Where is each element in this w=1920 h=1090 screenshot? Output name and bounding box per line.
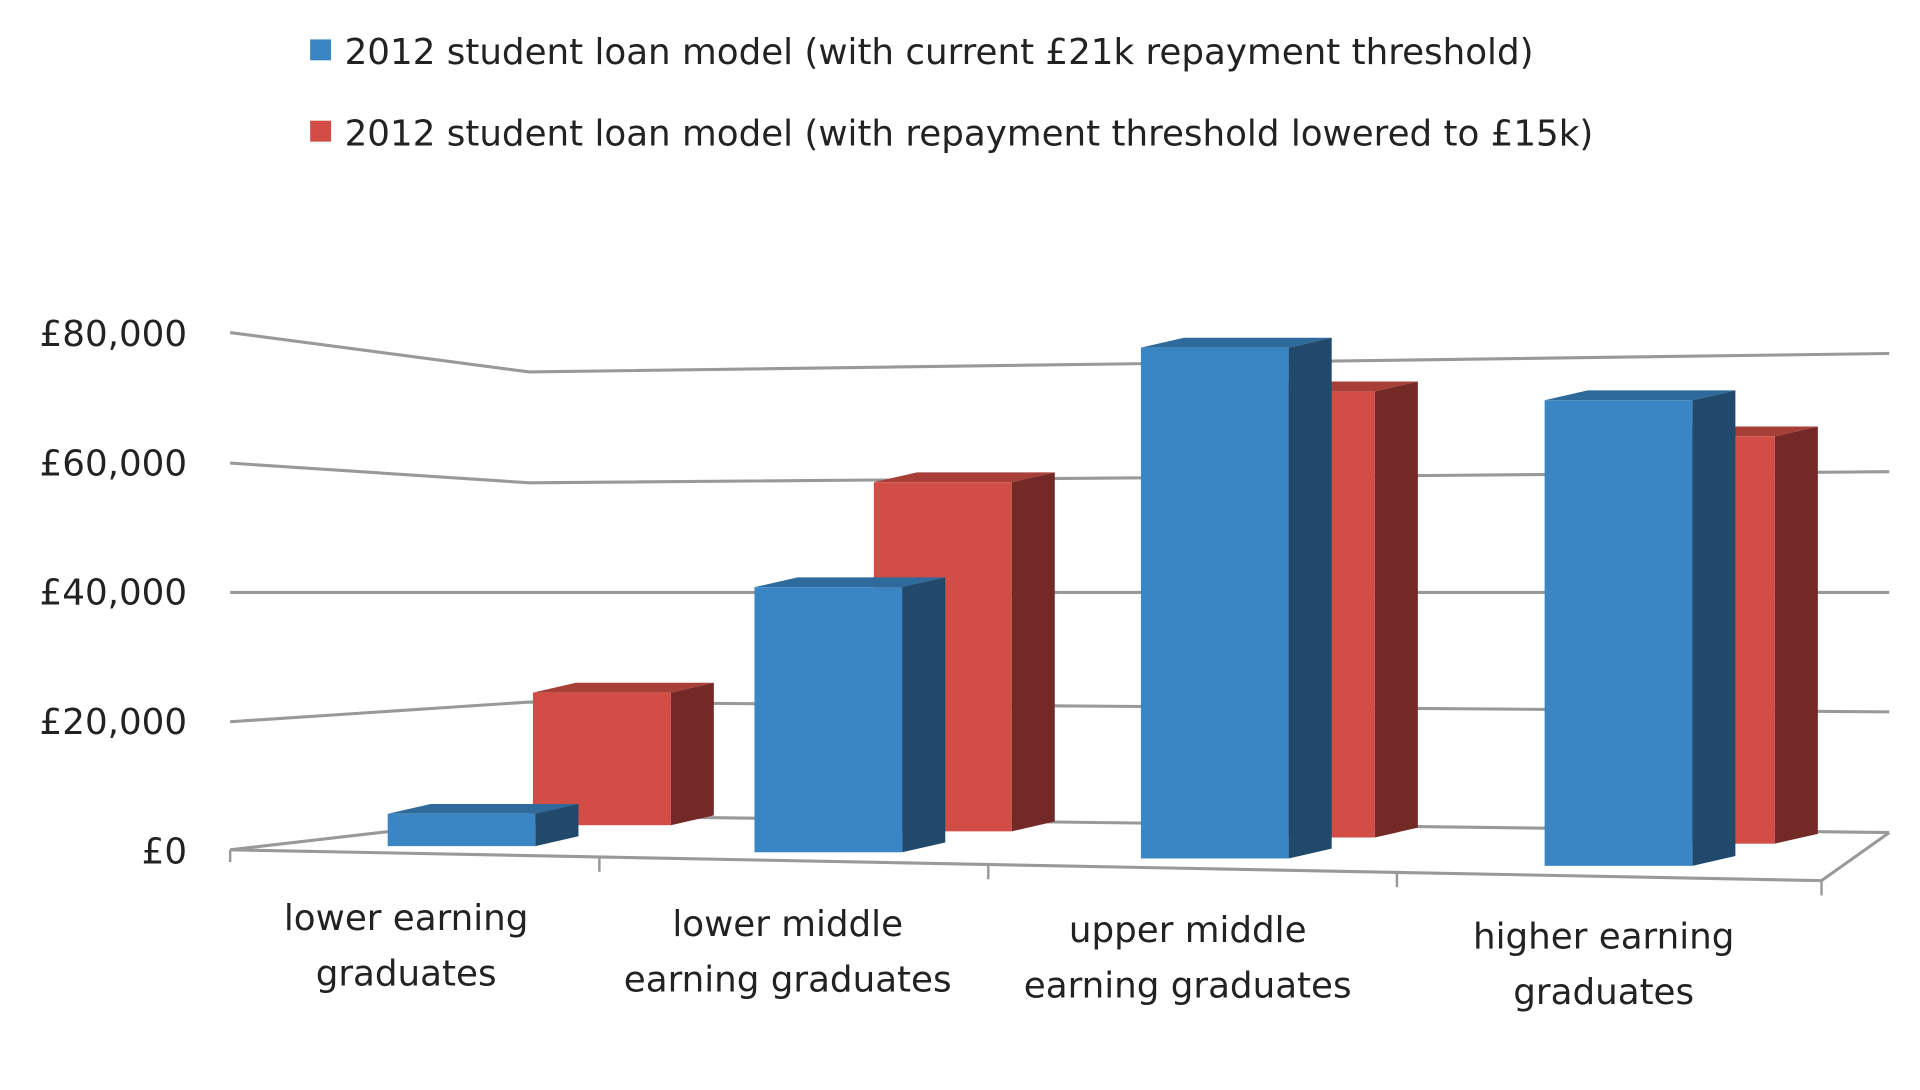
bar-blue-top [1140, 337, 1332, 348]
y-axis-labels: £0 £20,000 £40,000 £60,000 £80,000 [40, 314, 188, 872]
y-tick-label: £20,000 [40, 702, 188, 743]
legend-label-red: 2012 student loan model (with repayment … [345, 113, 1594, 154]
legend-swatch-red [310, 120, 332, 142]
x-tick-label: lower earning [284, 898, 529, 939]
x-tick-label: upper middle [1069, 910, 1307, 951]
x-tick-label: higher earning [1473, 916, 1734, 957]
bar-blue-side [1288, 337, 1332, 859]
x-tick-label: graduates [316, 953, 497, 994]
bars [387, 337, 1818, 866]
bar-blue [754, 587, 903, 853]
bar-red [532, 692, 671, 826]
x-tick-label: lower middle [672, 904, 903, 945]
y-tick-label: £80,000 [40, 314, 188, 355]
bar-blue-top [754, 577, 946, 588]
gridline [230, 700, 1890, 724]
bar-blue-side [535, 803, 579, 847]
bar-blue-side [1692, 390, 1736, 866]
x-tick-label: earning graduates [1024, 966, 1352, 1007]
legend: 2012 student loan model (with current £2… [310, 32, 1593, 154]
legend-label-blue: 2012 student loan model (with current £2… [345, 32, 1534, 73]
x-axis-labels: lower earning graduates lower middle earnin… [284, 898, 1734, 1013]
x-tick-label: earning graduates [624, 959, 952, 1000]
bar-blue-side [902, 577, 946, 853]
y-tick-label: £40,000 [40, 573, 188, 614]
bar-blue [387, 813, 536, 847]
x-tick-label: graduates [1513, 972, 1694, 1013]
bar-blue [1140, 347, 1289, 859]
bar-red-top [873, 472, 1055, 483]
gridline [229, 331, 1890, 374]
bar-red-side [1011, 472, 1055, 832]
bar-red-top [532, 682, 714, 693]
bar-red-side [1374, 381, 1418, 838]
bar-blue-top [387, 803, 579, 814]
legend-swatch-blue [310, 39, 332, 61]
bar-red-side [670, 682, 714, 826]
bar-blue [1544, 400, 1693, 866]
y-tick-label: £60,000 [40, 443, 188, 484]
y-tick-label: £0 [142, 831, 187, 872]
bar-red-side [1774, 426, 1818, 844]
bar-blue-top [1544, 390, 1736, 401]
gridline [230, 461, 1890, 485]
gridlines [228, 331, 1891, 896]
